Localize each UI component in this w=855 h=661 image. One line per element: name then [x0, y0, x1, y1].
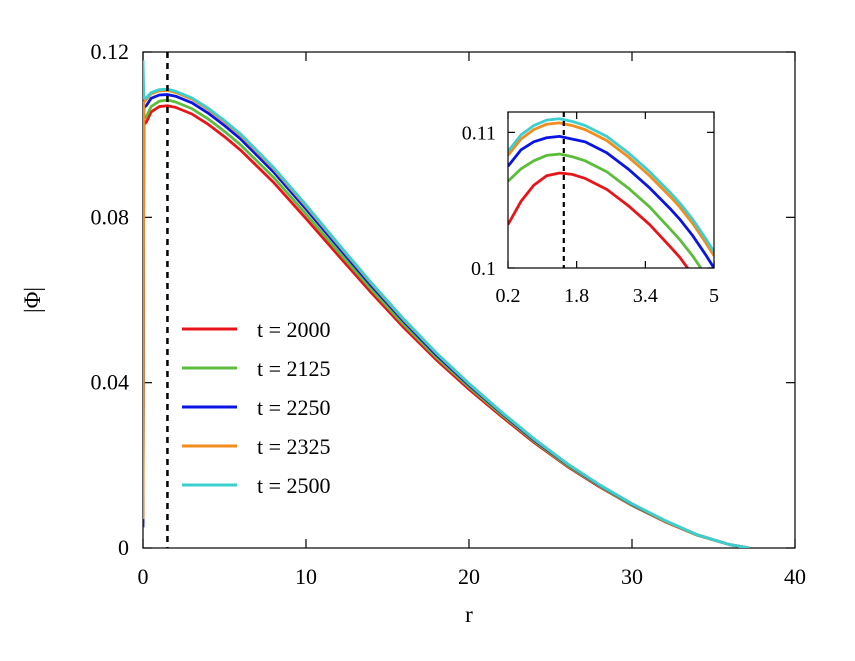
inset-x-tick-label: 0.2	[496, 285, 521, 307]
legend: t = 2000 t = 2125 t = 2250 t = 2325 t = 2500	[182, 317, 331, 498]
inset-x-tick-label: 1.8	[564, 285, 589, 307]
inset-y-tick-label: 0.11	[462, 122, 496, 144]
inset-series-line	[508, 121, 714, 257]
inset-series	[508, 117, 714, 268]
legend-item: t = 2000	[182, 317, 331, 342]
inset-chart: 0.2 1.8 3.4 5 0.1 0.11	[462, 111, 719, 307]
x-tick-label: 0	[138, 564, 149, 589]
legend-label: t = 2000	[257, 317, 331, 342]
inset-x-tick-label: 3.4	[633, 285, 658, 307]
legend-item: t = 2500	[182, 473, 331, 498]
inset-y-tick-label: 0.1	[471, 258, 496, 280]
x-tick-label: 40	[784, 564, 806, 589]
main-series	[143, 60, 750, 548]
y-tick-label: 0	[118, 535, 129, 560]
legend-item: t = 2325	[182, 434, 331, 459]
x-tick-label: 30	[621, 564, 643, 589]
inset-series-line	[508, 152, 703, 268]
legend-label: t = 2500	[257, 473, 331, 498]
inset-x-tick-label: 5	[709, 285, 719, 307]
main-ticks: 0 10 20 30 40 0 0.04 0.08 0.12	[91, 39, 807, 589]
inset-ticks: 0.2 1.8 3.4 5 0.1 0.11	[462, 112, 719, 307]
inset-series-line	[508, 135, 714, 268]
inset-series-line	[508, 117, 714, 253]
y-tick-label: 0.12	[91, 39, 130, 64]
inset-series-line	[508, 171, 690, 268]
legend-label: t = 2125	[257, 356, 331, 381]
series-line	[143, 60, 750, 548]
x-tick-label: 20	[458, 564, 480, 589]
legend-item: t = 2125	[182, 356, 331, 381]
legend-item: t = 2250	[182, 395, 331, 420]
x-tick-label: 10	[295, 564, 317, 589]
y-axis-title: |Φ|	[20, 287, 45, 313]
legend-label: t = 2250	[257, 395, 331, 420]
inset-frame	[507, 111, 715, 269]
y-tick-label: 0.08	[91, 204, 130, 229]
legend-label: t = 2325	[257, 434, 331, 459]
x-axis-title: r	[465, 602, 473, 627]
y-tick-label: 0.04	[91, 370, 130, 395]
